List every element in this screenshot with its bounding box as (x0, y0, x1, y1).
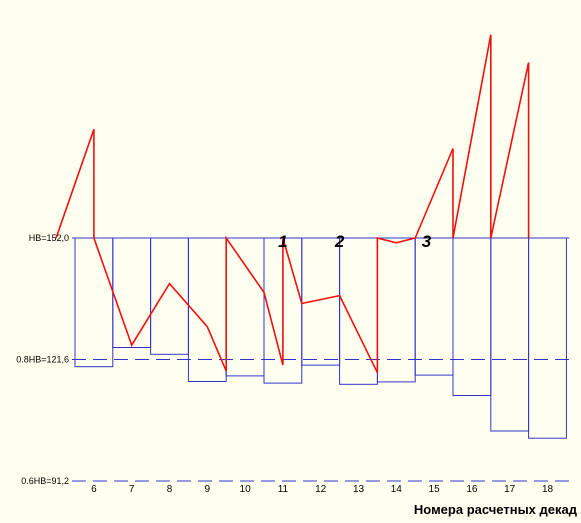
x-tick-6: 6 (91, 484, 97, 495)
annotation-1: 1 (278, 232, 287, 251)
x-axis-label: Номера расчетных декад (413, 502, 577, 517)
x-tick-9: 9 (205, 484, 211, 495)
x-tick-7: 7 (129, 484, 135, 495)
annotation-2: 2 (334, 232, 345, 251)
series-line (55, 34, 530, 374)
x-tick-10: 10 (240, 484, 252, 495)
x-tick-labels: 6 7 8 9 10 11 12 13 14 15 16 17 18 (91, 484, 553, 495)
x-tick-13: 13 (353, 484, 365, 495)
x-tick-17: 17 (504, 484, 516, 495)
x-tick-8: 8 (167, 484, 173, 495)
annotations: 1 2 3 (278, 232, 432, 251)
blue-bars (74, 237, 567, 439)
x-tick-12: 12 (315, 484, 327, 495)
x-tick-15: 15 (429, 484, 441, 495)
bar-decade-10 (225, 237, 265, 377)
level-label-0: HB=152,0 (29, 233, 69, 243)
bar-decade-15 (414, 237, 454, 376)
reference-levels: HB=152,0 0.8HB=121,6 0.6HB=91,2 (16, 233, 570, 486)
annotation-3: 3 (422, 232, 432, 251)
level-label-2: 0.6HB=91,2 (21, 476, 69, 486)
level-label-1: 0.8HB=121,6 (16, 355, 69, 365)
bar-decade-8 (150, 237, 189, 355)
red-line (55, 34, 530, 374)
x-tick-14: 14 (391, 484, 403, 495)
x-tick-16: 16 (466, 484, 478, 495)
bar-decade-17 (490, 237, 530, 432)
bar-decade-18 (528, 237, 567, 439)
bar-decade-16 (452, 237, 492, 396)
bar-decade-6 (74, 237, 114, 368)
bar-decade-7 (112, 237, 152, 348)
bar-decade-14 (376, 237, 416, 383)
x-tick-18: 18 (542, 484, 554, 495)
x-tick-11: 11 (278, 484, 289, 495)
